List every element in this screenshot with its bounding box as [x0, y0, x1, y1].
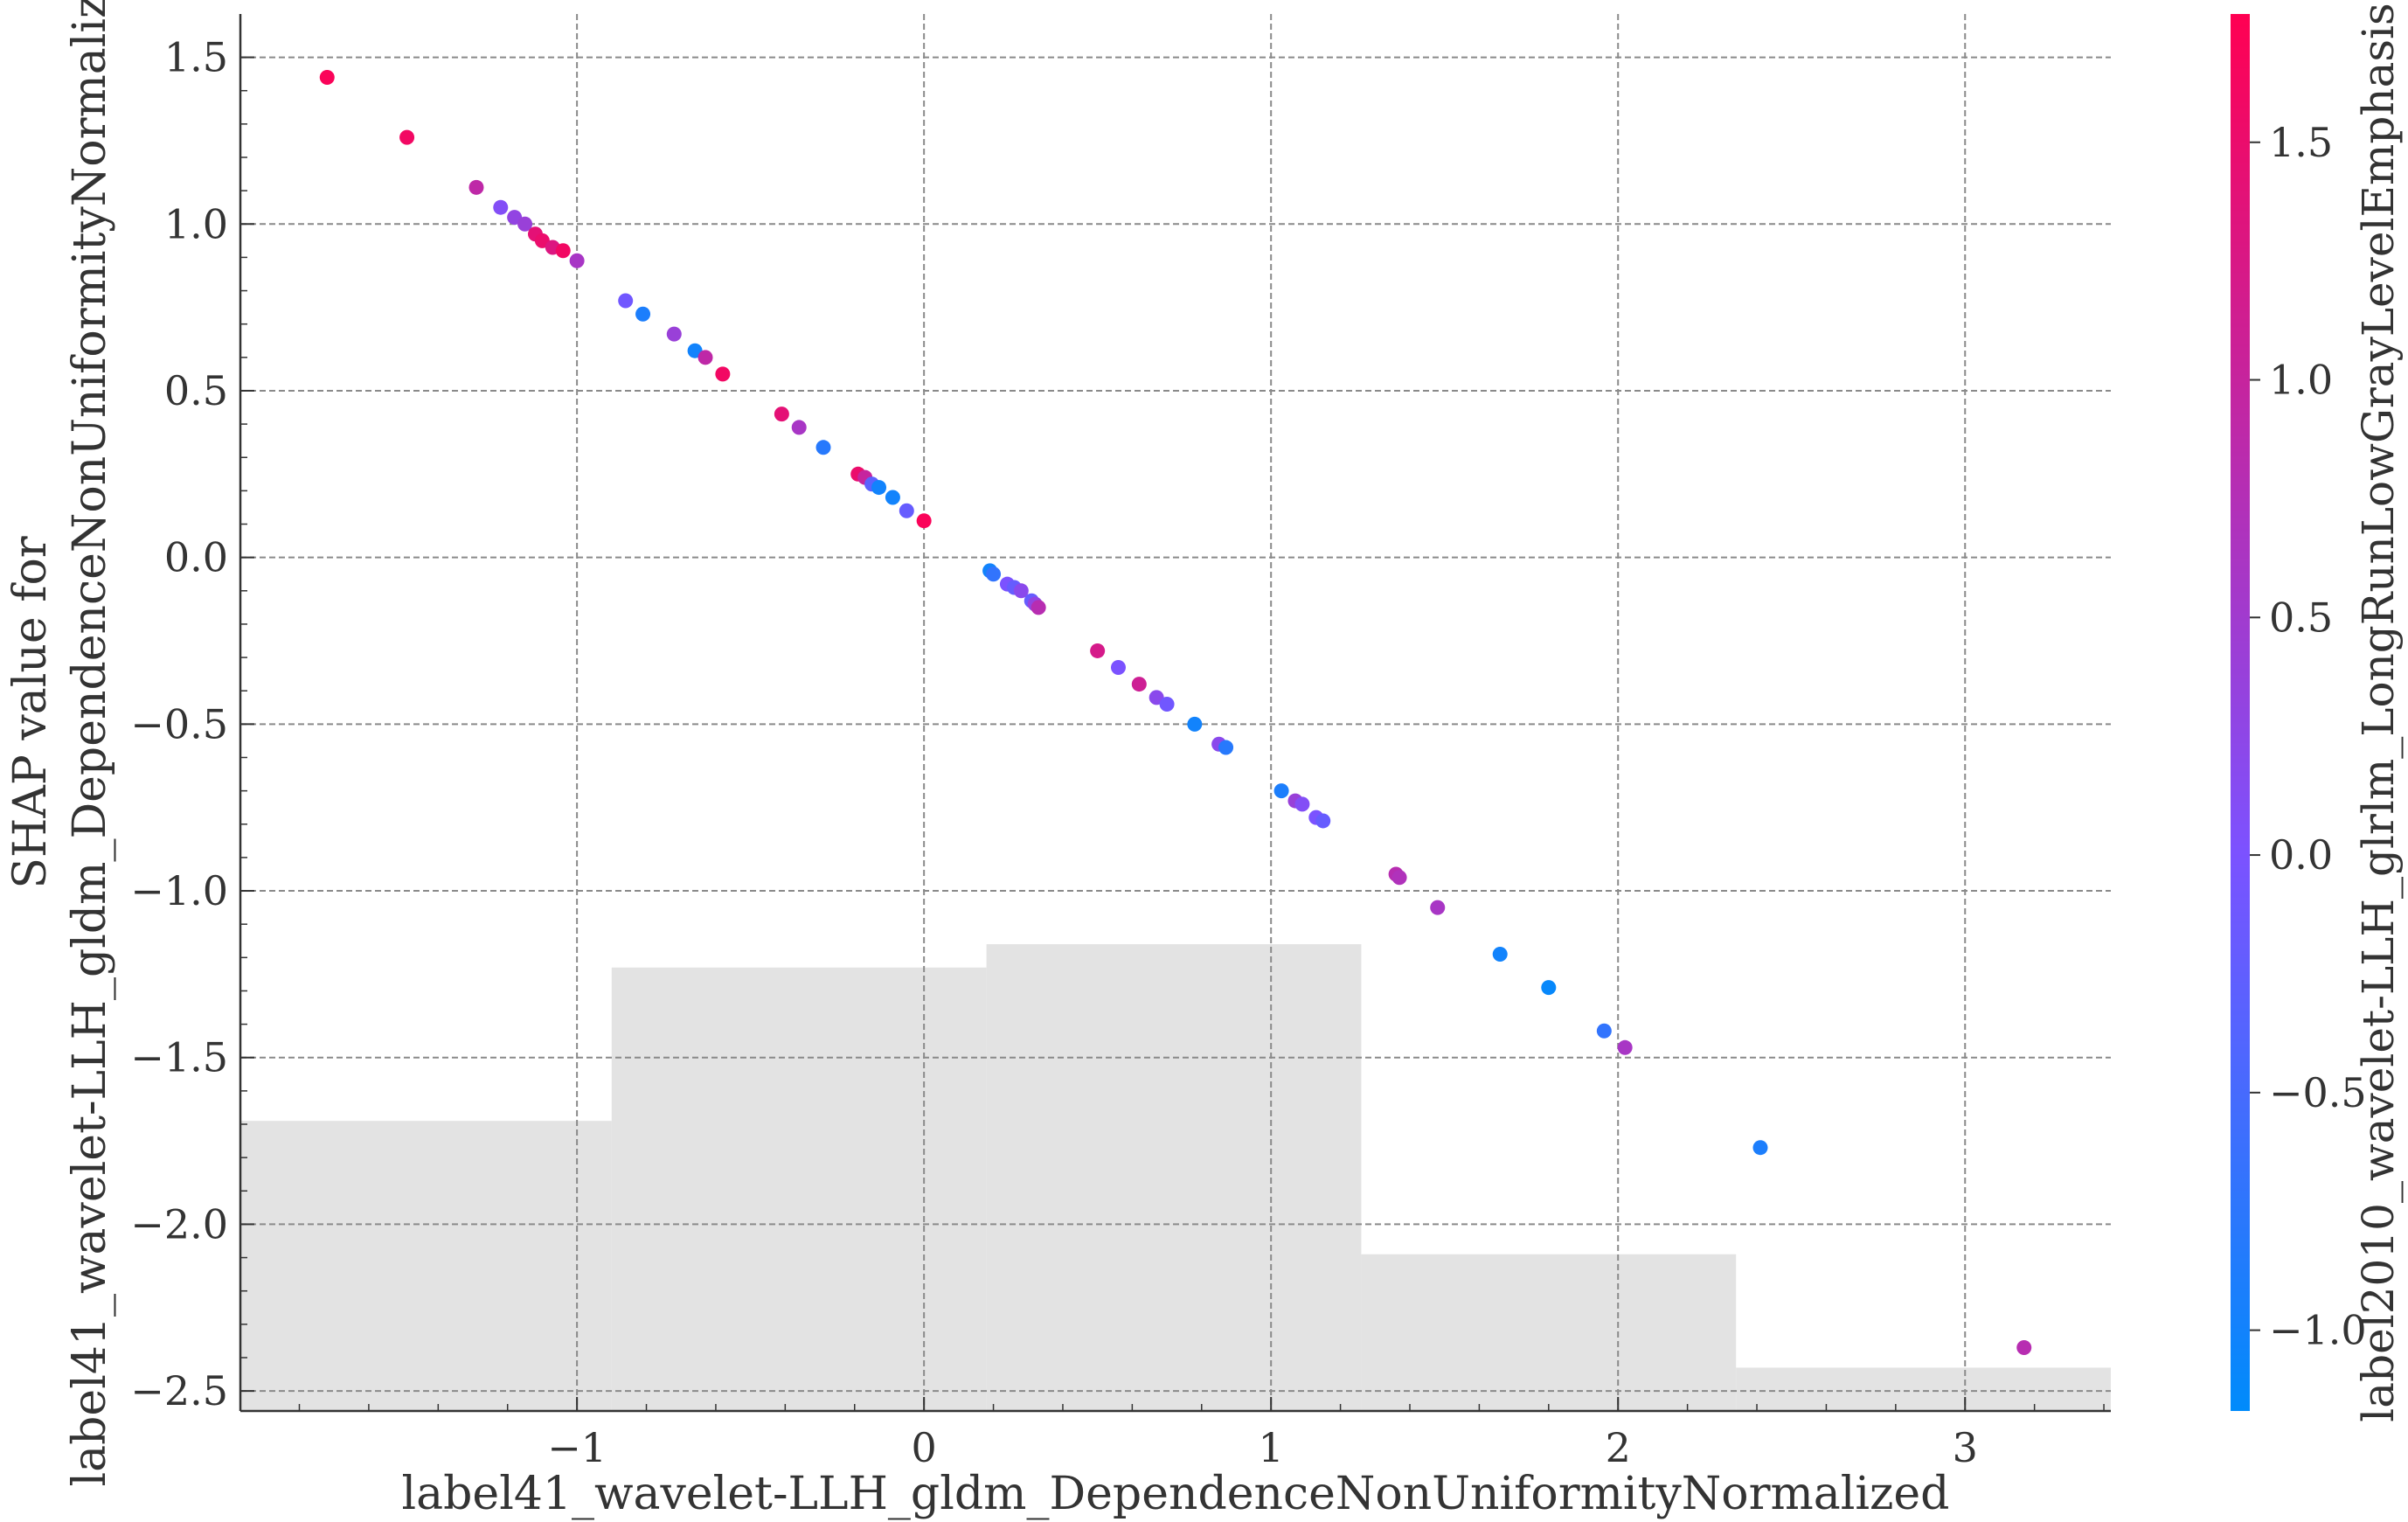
feature-histogram: [240, 944, 2111, 1411]
data-point: [1013, 583, 1029, 599]
x-tick-label: −1: [547, 1424, 607, 1471]
data-point: [555, 243, 571, 259]
data-point: [399, 129, 415, 145]
data-point: [1031, 600, 1046, 615]
data-point: [1110, 660, 1126, 676]
y-tick-label: 1.0: [164, 200, 228, 247]
colorbar-tick-label: −1.0: [2269, 1307, 2367, 1354]
data-point: [1617, 1039, 1633, 1055]
y-tick-label: −1.0: [130, 867, 228, 914]
x-tick-label: 0: [912, 1424, 937, 1471]
data-point: [774, 407, 789, 422]
y-tick-label: −2.5: [130, 1367, 228, 1414]
y-tick-label: −0.5: [130, 700, 228, 747]
data-point: [1492, 947, 1508, 963]
colorbar-label-text: label2010_wavelet-LLH_glrlm_LongRunLowGr…: [2353, 3, 2404, 1421]
y-tick-label: −1.5: [130, 1034, 228, 1081]
data-point: [885, 490, 900, 505]
y-axis-label: SHAP value for label41_wavelet-LLH_gldm_…: [4, 0, 116, 1486]
data-point: [1752, 1140, 1768, 1156]
data-point: [1090, 643, 1106, 658]
x-axis-label: label41_wavelet-LLH_gldm_DependenceNonUn…: [402, 1468, 1950, 1520]
data-point: [1273, 783, 1289, 799]
data-point: [871, 480, 887, 496]
x-tick-label: 1: [1259, 1424, 1284, 1471]
data-point: [791, 420, 807, 435]
data-point: [899, 503, 914, 518]
data-point: [635, 306, 651, 322]
data-point: [517, 216, 533, 232]
data-point: [493, 199, 509, 215]
y-tick-label: −2.0: [130, 1200, 228, 1247]
y-axis-label-line1: SHAP value for: [4, 536, 57, 888]
axis-ticks: −1 0 1 2 3 1.5 1.0 0.5 0.0 −0.5 −1.0 −1.5 −2.0 −2.5: [130, 34, 2105, 1471]
x-tick-label: 3: [1953, 1424, 1978, 1471]
data-point: [1131, 677, 1147, 692]
histogram-bar: [986, 944, 1362, 1411]
data-point: [569, 253, 585, 268]
data-point: [1596, 1023, 1612, 1039]
y-tick-label: 0.5: [164, 367, 228, 414]
data-point: [1294, 796, 1310, 812]
y-tick-label: 1.5: [164, 34, 228, 81]
colorbar-gradient: [2231, 14, 2250, 1411]
y-axis-label-line2: label41_wavelet-LLH_gldm_DependenceNonUn…: [64, 0, 116, 1486]
x-tick-label: 2: [1606, 1424, 1631, 1471]
data-point: [916, 513, 932, 529]
grid-lines: [240, 14, 2111, 1411]
y-tick-label: 0.0: [164, 534, 228, 581]
data-point: [1391, 870, 1407, 886]
data-point: [618, 293, 634, 309]
colorbar-tick-label: 1.5: [2269, 119, 2333, 166]
data-point: [815, 440, 831, 455]
histogram-bar: [611, 967, 987, 1411]
colorbar-tick-label: −0.5: [2269, 1069, 2367, 1116]
data-point: [2016, 1340, 2032, 1356]
colorbar-tick-label: 0.0: [2269, 831, 2333, 879]
data-point: [319, 69, 335, 85]
colorbar-tick-label: 0.5: [2269, 594, 2333, 641]
data-point: [1430, 900, 1446, 915]
data-point: [697, 350, 713, 365]
histogram-bar: [1736, 1367, 2111, 1411]
data-point: [1541, 980, 1557, 996]
data-point: [666, 326, 682, 342]
colorbar: 1.5 1.0 0.5 0.0 −0.5 −1.0 label2010_wavelet-L…: [2231, 3, 2404, 1422]
data-point: [468, 179, 484, 195]
colorbar-ticks: 1.5 1.0 0.5 0.0 −0.5 −1.0: [2250, 119, 2367, 1354]
histogram-bar: [1361, 1254, 1737, 1411]
data-point: [1218, 740, 1234, 755]
data-point: [986, 566, 1002, 582]
data-point: [1187, 716, 1203, 732]
scatter-points: [319, 69, 2032, 1356]
data-point: [715, 366, 731, 382]
histogram-bar: [240, 1121, 612, 1411]
colorbar-tick-label: 1.0: [2269, 357, 2333, 404]
plot-area: −1 0 1 2 3 1.5 1.0 0.5 0.0 −0.5 −1.0 −1.5 −2.0 −2.5: [130, 14, 2111, 1471]
data-point: [1315, 813, 1331, 829]
colorbar-label: label2010_wavelet-LLH_glrlm_LongRunLowGr…: [2353, 3, 2404, 1421]
data-point: [1159, 696, 1175, 712]
